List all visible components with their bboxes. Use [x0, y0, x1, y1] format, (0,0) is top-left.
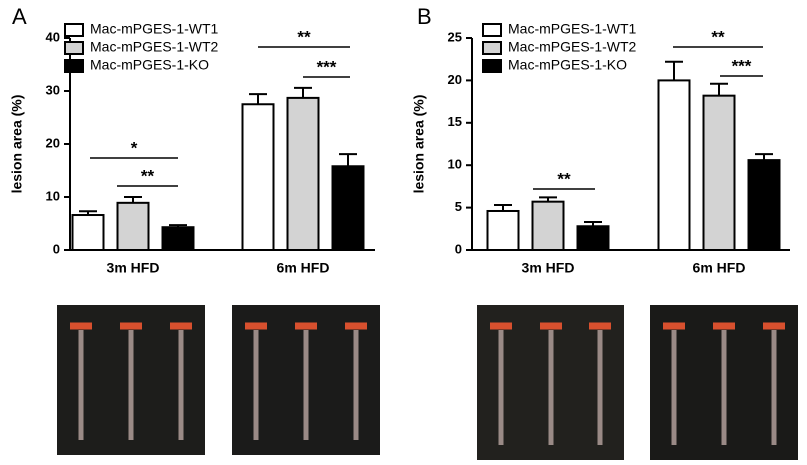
bar	[116, 201, 150, 251]
bar	[286, 96, 320, 251]
panel-label: B	[417, 4, 432, 29]
y-axis-label: lesion area (%)	[411, 95, 427, 194]
y-tick-label: 25	[448, 29, 462, 44]
bar	[531, 200, 565, 251]
bar	[657, 79, 691, 252]
y-tick-label: 0	[455, 241, 462, 256]
significance-label: **	[141, 166, 155, 185]
legend-label: Mac-mPGES-1-KO	[90, 57, 209, 73]
y-tick-label: 15	[448, 114, 462, 129]
x-tick-label: 6m HFD	[693, 260, 746, 276]
bar	[486, 209, 520, 252]
legend-label: Mac-mPGES-1-WT1	[508, 21, 637, 37]
legend-swatch	[64, 59, 84, 73]
bar	[576, 225, 610, 251]
significance-label: ***	[317, 57, 337, 76]
y-tick-label: 10	[46, 188, 60, 203]
bar	[747, 159, 781, 251]
significance-label: *	[131, 138, 138, 157]
x-tick-label: 6m HFD	[277, 260, 330, 276]
bar	[331, 165, 365, 251]
legend-swatch	[482, 23, 502, 37]
x-tick-label: 3m HFD	[107, 260, 160, 276]
bar	[161, 226, 195, 252]
legend-swatch	[482, 59, 502, 73]
significance-label: ***	[732, 56, 752, 75]
legend-label: Mac-mPGES-1-WT2	[508, 39, 637, 55]
y-tick-label: 40	[46, 29, 60, 44]
significance-label: **	[297, 27, 311, 46]
significance-label: **	[711, 27, 725, 46]
bar	[241, 103, 275, 251]
legend-label: Mac-mPGES-1-WT2	[90, 39, 219, 55]
legend-label: Mac-mPGES-1-WT1	[90, 21, 219, 37]
legend-swatch	[482, 41, 502, 55]
y-axis-label: lesion area (%)	[9, 95, 25, 194]
y-tick-label: 30	[46, 82, 60, 97]
y-tick-label: 5	[455, 199, 462, 214]
significance-label: **	[557, 169, 571, 188]
y-tick-label: 20	[448, 72, 462, 87]
panel-label: A	[12, 4, 27, 29]
bar	[71, 214, 105, 252]
legend-swatch	[64, 41, 84, 55]
photos	[57, 305, 798, 460]
aortas	[78, 330, 777, 445]
legend-label: Mac-mPGES-1-KO	[508, 57, 627, 73]
x-tick-label: 3m HFD	[522, 260, 575, 276]
y-tick-label: 10	[448, 157, 462, 172]
y-tick-label: 0	[53, 241, 60, 256]
legend-swatch	[64, 23, 84, 37]
y-tick-label: 20	[46, 135, 60, 150]
bar	[702, 94, 736, 251]
